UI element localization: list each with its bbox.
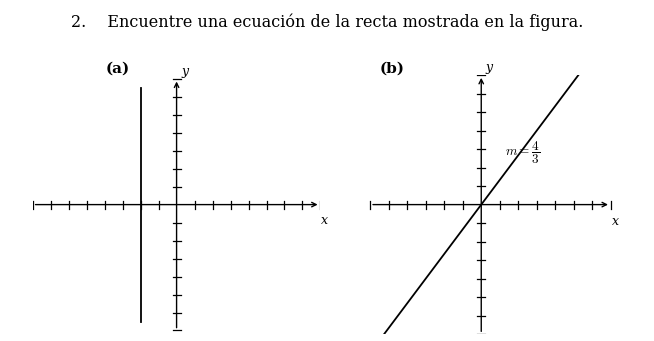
Text: (b): (b) [380, 61, 405, 75]
Text: x: x [611, 215, 619, 228]
Text: (a): (a) [105, 61, 130, 75]
Text: y: y [486, 61, 493, 74]
Text: $m = \dfrac{4}{3}$: $m = \dfrac{4}{3}$ [506, 140, 540, 166]
Text: 2.  Encuentre una ecuación de la recta mostrada en la figura.: 2. Encuentre una ecuación de la recta mo… [71, 14, 583, 31]
Text: y: y [181, 65, 188, 78]
Text: x: x [321, 214, 328, 227]
